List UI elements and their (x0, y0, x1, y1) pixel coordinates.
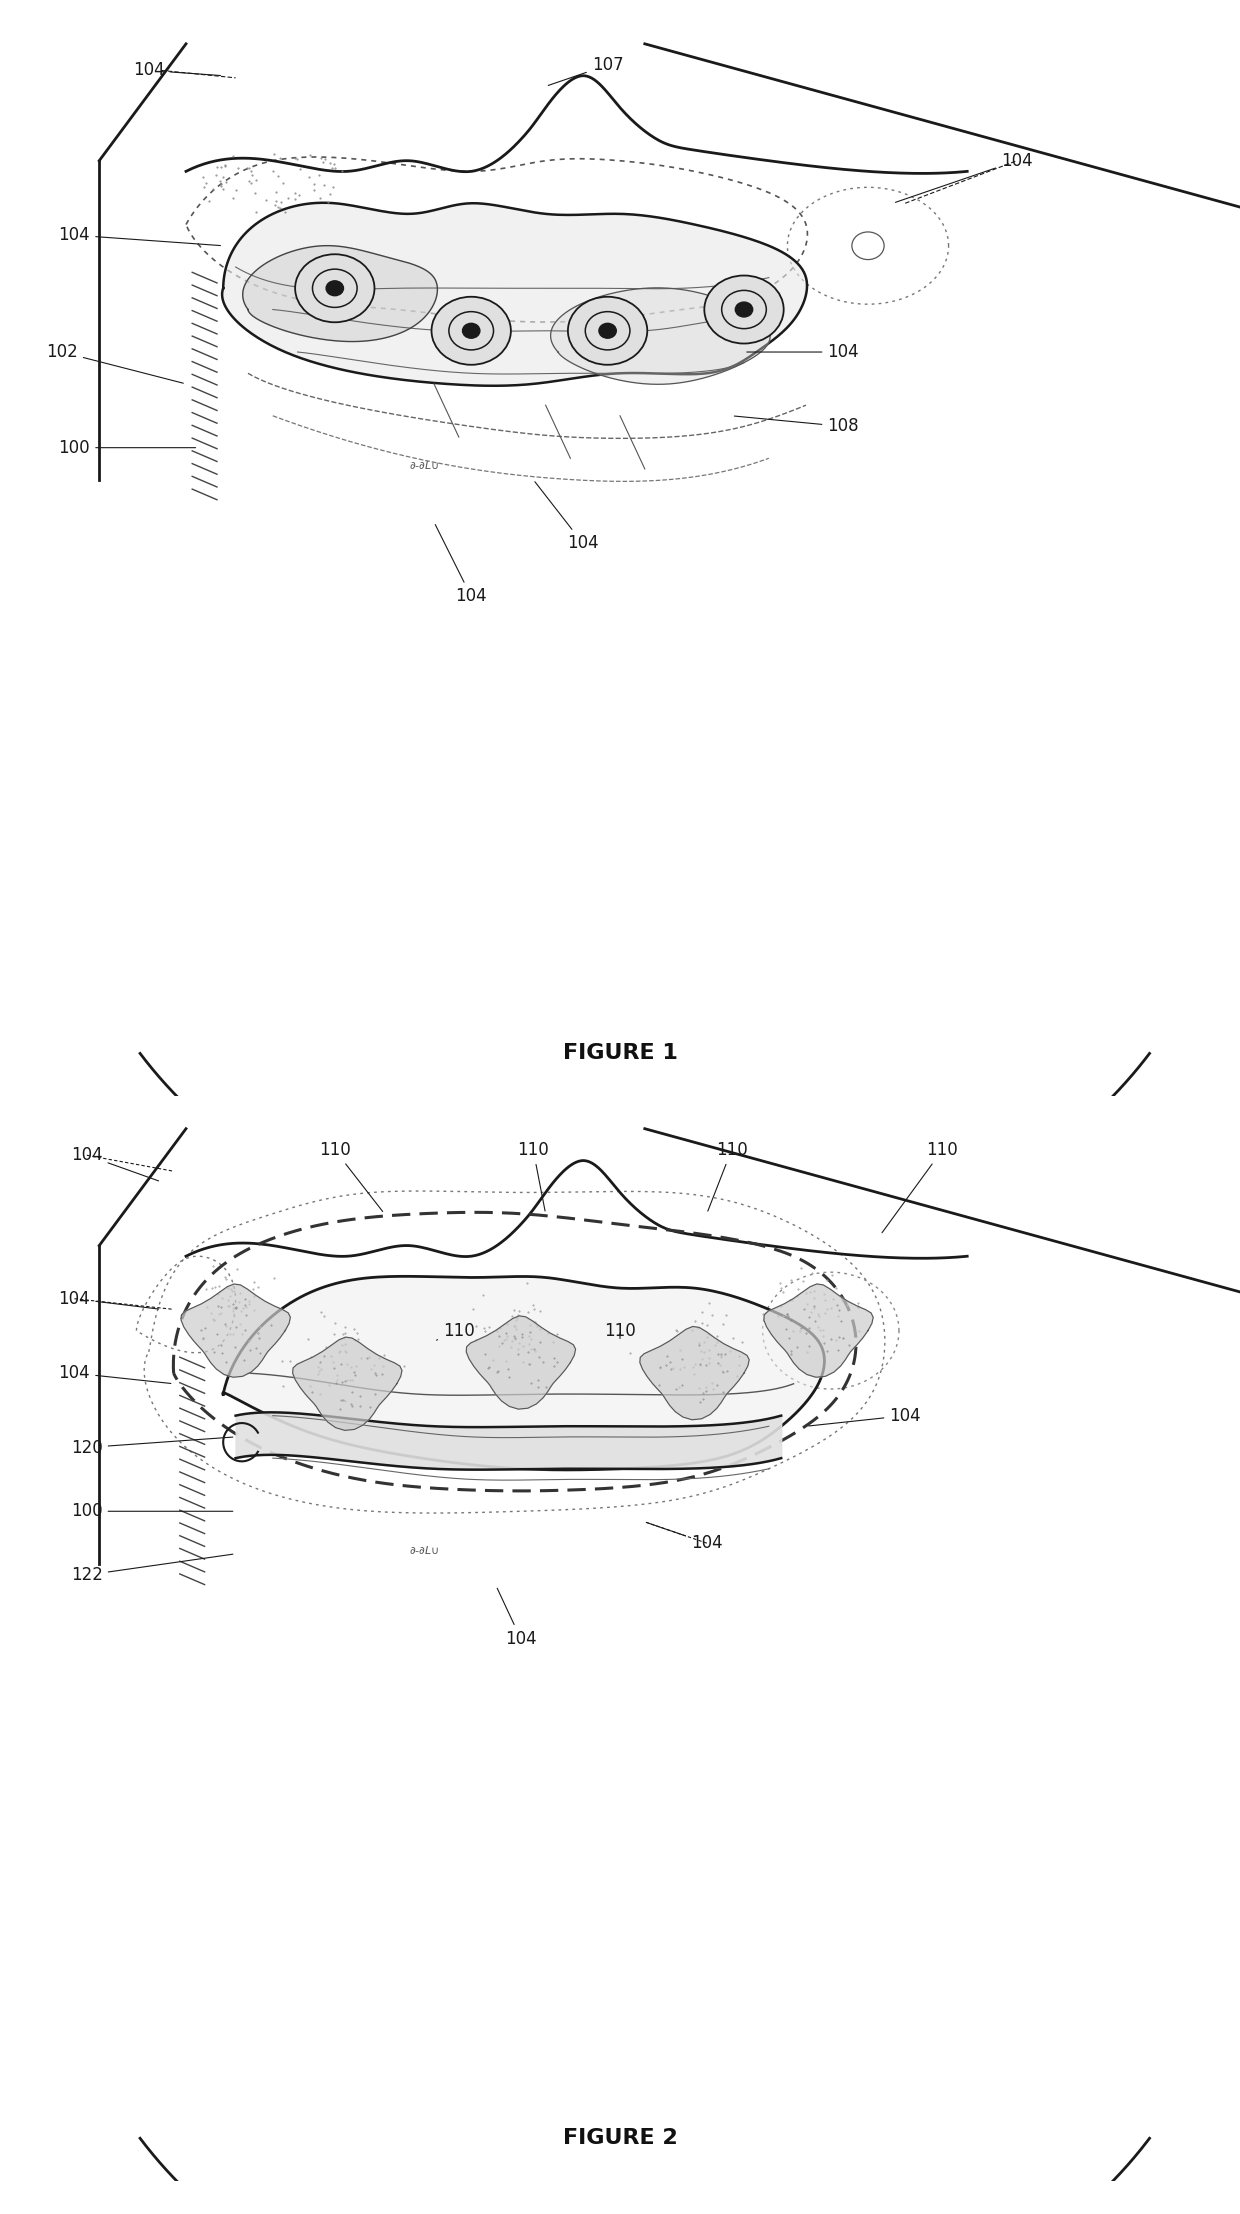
Text: 104: 104 (808, 1406, 921, 1426)
Polygon shape (222, 204, 807, 385)
Circle shape (326, 281, 343, 297)
Circle shape (432, 297, 511, 365)
Text: 104: 104 (133, 62, 221, 80)
Text: 107: 107 (548, 55, 624, 86)
Circle shape (735, 301, 753, 317)
Text: FIGURE 1: FIGURE 1 (563, 1043, 677, 1063)
Text: 104: 104 (895, 153, 1033, 201)
Text: $\partial$-$\partial$L$\cup$: $\partial$-$\partial$L$\cup$ (409, 1543, 440, 1556)
Polygon shape (293, 1337, 402, 1430)
Text: 100: 100 (58, 438, 196, 456)
Text: 110: 110 (517, 1140, 549, 1211)
Text: 104: 104 (746, 343, 859, 361)
Text: 104: 104 (58, 226, 221, 246)
Text: FIGURE 2: FIGURE 2 (563, 2128, 677, 2148)
Polygon shape (640, 1326, 749, 1419)
Circle shape (599, 323, 616, 339)
Text: 120: 120 (71, 1437, 233, 1457)
Text: 104: 104 (71, 1147, 159, 1180)
Text: 110: 110 (882, 1140, 959, 1233)
Text: 110: 110 (319, 1140, 383, 1211)
Circle shape (704, 275, 784, 343)
Text: 122: 122 (71, 1554, 233, 1583)
Text: 104: 104 (534, 483, 599, 551)
Circle shape (463, 323, 480, 339)
Text: 110: 110 (708, 1140, 748, 1211)
Text: 104: 104 (497, 1587, 537, 1647)
Text: 104: 104 (647, 1523, 723, 1552)
Polygon shape (181, 1284, 290, 1377)
Text: 108: 108 (734, 416, 859, 436)
Circle shape (295, 255, 374, 323)
Text: 100: 100 (71, 1503, 233, 1521)
Polygon shape (243, 246, 438, 341)
Text: 104: 104 (58, 1291, 159, 1308)
Text: 102: 102 (46, 343, 184, 383)
Polygon shape (764, 1284, 873, 1377)
Text: 110: 110 (436, 1322, 475, 1339)
Text: 110: 110 (604, 1322, 636, 1339)
Polygon shape (223, 1275, 825, 1470)
Polygon shape (466, 1315, 575, 1408)
Polygon shape (551, 288, 770, 385)
Text: 104: 104 (58, 1364, 171, 1384)
Circle shape (568, 297, 647, 365)
Text: 104: 104 (435, 525, 487, 604)
Text: $\partial$-$\partial$L$\cup$: $\partial$-$\partial$L$\cup$ (409, 458, 440, 472)
